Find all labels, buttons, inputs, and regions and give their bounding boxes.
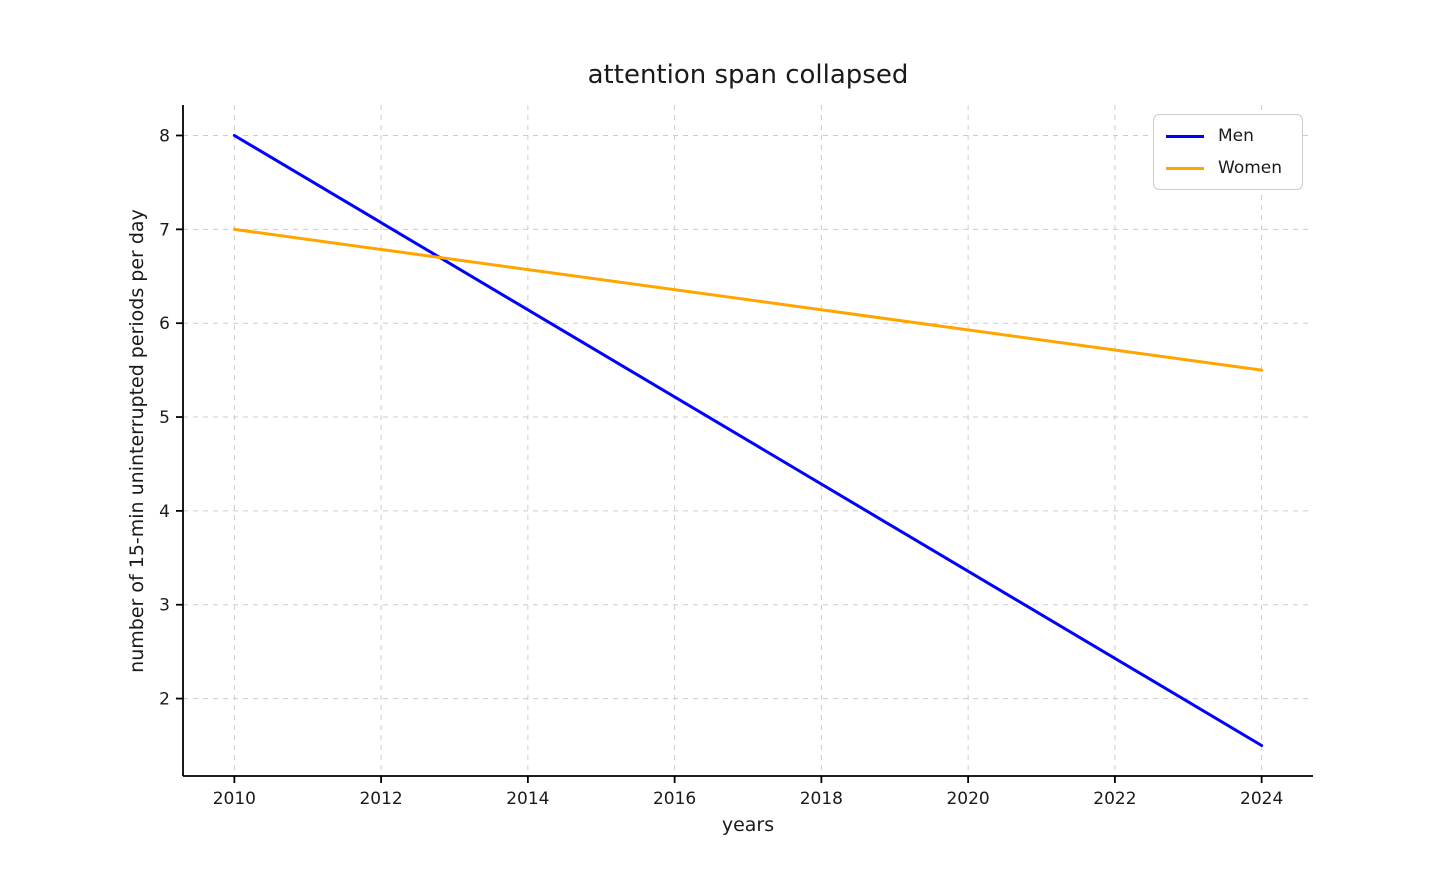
x-tick-label: 2018 (800, 789, 843, 809)
chart-title: attention span collapsed (587, 60, 909, 90)
series-line-men (232, 134, 1264, 747)
y-tick-label: 4 (159, 502, 170, 522)
y-axis-label: number of 15-min uninterrupted periods p… (126, 209, 148, 673)
x-tick-label: 2014 (506, 789, 549, 809)
series-line-women (232, 227, 1264, 372)
x-tick-label: 2022 (1093, 789, 1136, 809)
x-tick-label: 2016 (653, 789, 696, 809)
y-tick-label: 7 (159, 220, 170, 240)
y-tick-label: 2 (159, 690, 170, 710)
x-tick-label: 2020 (946, 789, 989, 809)
x-tick-label: 2010 (213, 789, 256, 809)
x-axis-label: years (721, 814, 775, 836)
legend-label: Men (1218, 126, 1254, 146)
series-lines (232, 134, 1264, 747)
x-tick-label: 2024 (1240, 789, 1283, 809)
y-tick-label: 5 (159, 408, 170, 428)
legend-swatch-women (1166, 166, 1204, 170)
legend-item-women: Women (1166, 158, 1282, 178)
ticks: 2010 2012 2014 2016 2018 2020 2022 2024 2 3 4 5 6 7 8 (159, 127, 1283, 810)
legend-swatch-men (1166, 134, 1204, 138)
spines (182, 105, 1313, 777)
y-tick-label: 3 (159, 596, 170, 616)
y-tick-label: 8 (159, 127, 170, 147)
legend: Men Women (1153, 114, 1304, 190)
legend-item-men: Men (1166, 126, 1282, 146)
y-tick-label: 6 (159, 314, 170, 334)
x-tick-label: 2012 (359, 789, 402, 809)
gridlines (183, 105, 1313, 776)
legend-label: Women (1218, 158, 1283, 178)
